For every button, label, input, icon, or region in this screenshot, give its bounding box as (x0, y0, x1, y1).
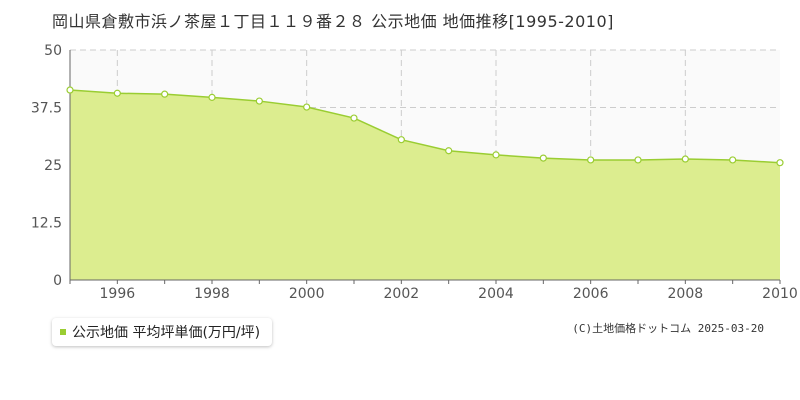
data-point (208, 93, 216, 101)
chart-title: 岡山県倉敷市浜ノ茶屋１丁目１１９番２８ 公示地価 地価推移[1995-2010] (52, 12, 614, 31)
x-tick-label: 2010 (762, 286, 798, 302)
chart-legend: 公示地価 平均坪単価(万円/坪) (52, 318, 273, 346)
x-tick-label: 2004 (478, 286, 514, 302)
y-tick-label: 37.5 (31, 101, 62, 117)
x-tick-label: 2002 (384, 286, 420, 302)
x-tick-label: 1996 (100, 286, 136, 302)
legend-label: 公示地価 平均坪単価(万円/坪) (72, 325, 261, 341)
data-point (303, 103, 311, 111)
data-point (729, 156, 737, 164)
copyright-credit: (C)土地価格ドットコム 2025-03-20 (572, 322, 764, 335)
data-point (539, 154, 547, 162)
x-tick-label: 2008 (668, 286, 704, 302)
data-point (350, 114, 358, 122)
y-tick-label: 12.5 (31, 216, 62, 232)
data-point (113, 89, 121, 97)
data-point (587, 156, 595, 164)
y-tick-label: 25 (44, 158, 62, 174)
y-tick-label: 50 (44, 43, 62, 59)
data-point (492, 151, 500, 159)
x-tick-label: 2006 (573, 286, 609, 302)
data-point (634, 156, 642, 164)
x-tick-label: 1998 (194, 286, 230, 302)
data-point (255, 97, 263, 105)
x-tick-label: 2000 (289, 286, 325, 302)
data-point (161, 90, 169, 98)
data-point (445, 147, 453, 155)
series-area (70, 90, 780, 281)
data-point (66, 86, 74, 94)
data-point (776, 159, 784, 167)
legend-swatch (60, 329, 66, 335)
series-line (69, 89, 781, 164)
y-tick-label: 0 (53, 273, 62, 289)
data-point (397, 136, 405, 144)
data-point (681, 155, 689, 163)
